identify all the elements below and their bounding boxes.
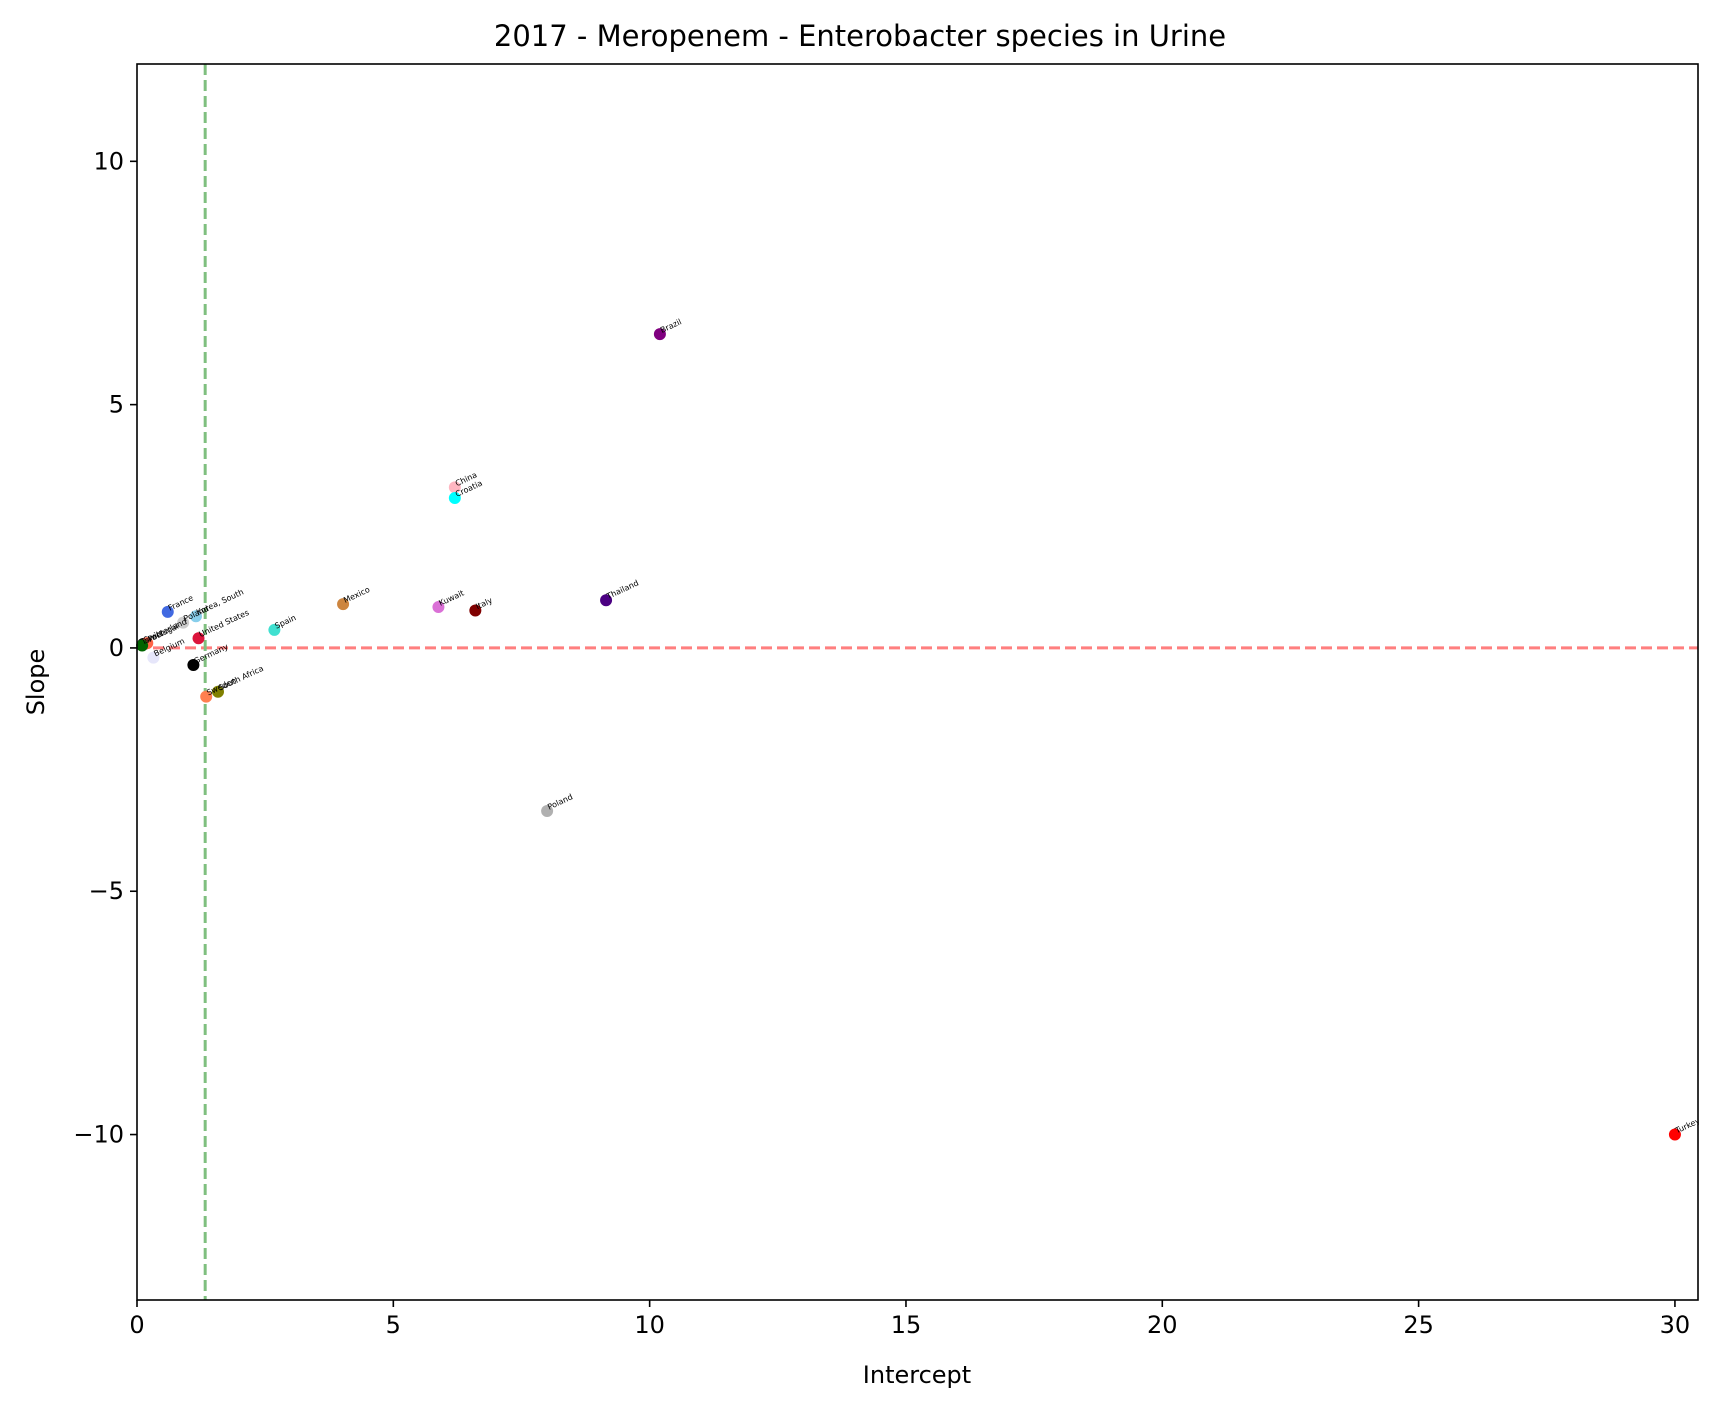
x-tick-label: 15 [891, 1311, 922, 1339]
y-tick-label: −5 [89, 877, 124, 905]
x-tick-label: 0 [129, 1311, 144, 1339]
point-label: Germany [192, 642, 229, 666]
data-point [448, 481, 461, 494]
point-label: Italy [474, 596, 494, 612]
data-point [432, 601, 445, 614]
y-tick-label: −10 [73, 1121, 124, 1149]
y-tick-label: 5 [109, 391, 124, 419]
x-tick-label: 20 [1147, 1311, 1178, 1339]
y-tick-label: 0 [109, 634, 124, 662]
data-point [147, 651, 160, 664]
data-point [200, 690, 213, 703]
data-point [187, 658, 200, 671]
x-axis-ticks: 0 5 10 15 20 25 30 [129, 1300, 1690, 1339]
x-tick-label: 25 [1403, 1311, 1434, 1339]
point-label: France [167, 593, 195, 612]
point-label: Brazil [659, 317, 683, 335]
data-point [600, 594, 613, 607]
data-point [192, 632, 205, 645]
data-point [211, 685, 224, 698]
point-label: Thailand [604, 578, 640, 601]
data-point [541, 804, 554, 817]
y-tick-label: 10 [93, 147, 124, 175]
chart-title: 2017 - Meropenem - Enterobacter species … [494, 19, 1226, 53]
data-points [136, 328, 1681, 1141]
data-point [268, 623, 281, 636]
x-axis-title: Intercept [863, 1361, 971, 1389]
data-point [469, 604, 482, 617]
y-axis-title: Slope [22, 649, 50, 716]
point-label: Spain [273, 613, 297, 631]
data-point [136, 639, 149, 652]
reference-lines [137, 64, 1698, 1300]
point-label: Poland [546, 792, 574, 811]
x-tick-label: 10 [634, 1311, 665, 1339]
x-tick-label: 5 [386, 1311, 401, 1339]
y-axis-ticks: −10 −5 0 5 10 [73, 147, 137, 1149]
data-point [189, 610, 202, 623]
data-point [653, 328, 666, 341]
point-label: Mexico [342, 585, 371, 605]
point-label: Kuwait [437, 588, 465, 607]
data-point [161, 605, 174, 618]
data-point [177, 616, 190, 629]
x-tick-label: 30 [1660, 1311, 1691, 1339]
data-point [1668, 1128, 1681, 1141]
plot-frame [136, 63, 1699, 1301]
data-point [448, 492, 461, 505]
data-point [337, 598, 350, 611]
